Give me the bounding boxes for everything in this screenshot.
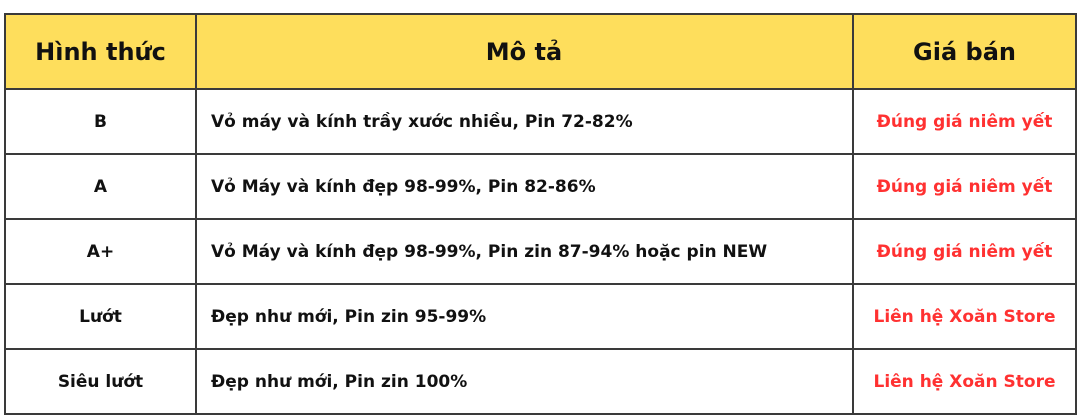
header-description: Mô tả (195, 13, 854, 90)
grade-cell: Siêu lướt (4, 348, 197, 415)
price-cell: Liên hệ Xoăn Store (852, 283, 1077, 350)
table-row: B Vỏ máy và kính trầy xước nhiều, Pin 72… (4, 88, 1077, 155)
price-cell: Đúng giá niêm yết (852, 218, 1077, 285)
description-cell: Vỏ Máy và kính đẹp 98-99%, Pin zin 87-94… (195, 218, 854, 285)
description-cell: Đẹp như mới, Pin zin 100% (195, 348, 854, 415)
table-row: A+ Vỏ Máy và kính đẹp 98-99%, Pin zin 87… (4, 218, 1077, 285)
grade-price-table: Hình thức Mô tả Giá bán B Vỏ máy và kính… (4, 13, 1077, 415)
price-cell: Liên hệ Xoăn Store (852, 348, 1077, 415)
description-cell: Đẹp như mới, Pin zin 95-99% (195, 283, 854, 350)
grade-cell: A (4, 153, 197, 220)
grade-cell: A+ (4, 218, 197, 285)
description-cell: Vỏ Máy và kính đẹp 98-99%, Pin 82-86% (195, 153, 854, 220)
table-row: A Vỏ Máy và kính đẹp 98-99%, Pin 82-86% … (4, 153, 1077, 220)
table-row: Lướt Đẹp như mới, Pin zin 95-99% Liên hệ… (4, 283, 1077, 350)
header-price: Giá bán (852, 13, 1077, 90)
grade-cell: Lướt (4, 283, 197, 350)
header-grade: Hình thức (4, 13, 197, 90)
price-cell: Đúng giá niêm yết (852, 153, 1077, 220)
header-row: Hình thức Mô tả Giá bán (4, 13, 1077, 90)
description-cell: Vỏ máy và kính trầy xước nhiều, Pin 72-8… (195, 88, 854, 155)
price-cell: Đúng giá niêm yết (852, 88, 1077, 155)
grade-cell: B (4, 88, 197, 155)
table-row: Siêu lướt Đẹp như mới, Pin zin 100% Liên… (4, 348, 1077, 415)
